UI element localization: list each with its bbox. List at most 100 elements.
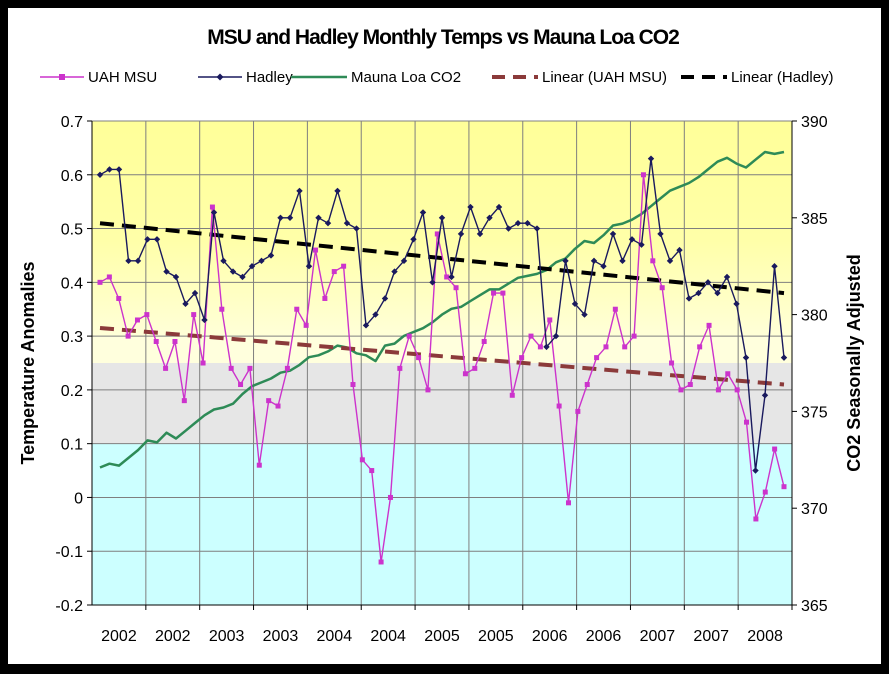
y-tick-label: 0.7 <box>61 114 83 131</box>
data-point <box>556 403 562 409</box>
data-point <box>378 559 384 565</box>
data-point <box>294 306 300 312</box>
y2-tick-label: 385 <box>801 211 828 228</box>
data-point <box>397 365 403 371</box>
data-point <box>697 344 703 350</box>
data-point <box>238 382 244 388</box>
data-point <box>200 360 206 366</box>
y-tick-label: 0.1 <box>61 437 83 454</box>
data-point <box>780 354 788 361</box>
data-point <box>715 387 721 393</box>
data-point <box>733 300 740 308</box>
legend-item: Mauna Loa CO2 <box>291 69 461 86</box>
y-tick-label: 0.3 <box>61 329 83 346</box>
data-point <box>628 236 636 243</box>
data-point <box>277 214 284 221</box>
data-point <box>256 462 262 468</box>
data-point <box>631 333 637 339</box>
data-point <box>239 273 246 281</box>
legend: UAH MSU Hadley Mauna Loa CO2 Linear (UAH MS… <box>40 69 834 86</box>
legend-item: UAH MSU <box>40 69 157 86</box>
data-point <box>676 246 683 254</box>
y-tick-label: 0.4 <box>61 275 83 292</box>
data-point <box>772 446 778 452</box>
data-point <box>547 317 553 323</box>
data-point <box>467 203 474 211</box>
data-point <box>486 214 493 221</box>
data-point <box>303 322 309 328</box>
legend-label: Linear (UAH MSU) <box>542 69 667 86</box>
x-tick-label: 2002 <box>101 628 137 645</box>
data-point <box>220 257 227 265</box>
data-point <box>444 274 450 280</box>
legend-marker <box>216 73 224 81</box>
data-point <box>781 484 787 490</box>
data-point <box>565 500 571 506</box>
series-line <box>99 150 785 469</box>
data-point <box>267 252 275 259</box>
data-point <box>666 257 674 265</box>
data-point <box>476 230 484 238</box>
data-point <box>678 387 684 393</box>
data-point <box>647 155 655 162</box>
data-point <box>416 355 422 361</box>
data-point <box>191 312 197 318</box>
data-point <box>537 344 543 350</box>
data-point <box>429 279 436 286</box>
y2-tick-label: 365 <box>801 598 828 615</box>
legend-item: Linear (Hadley) <box>681 69 834 86</box>
data-point <box>153 236 161 243</box>
data-point <box>406 333 412 339</box>
data-point <box>495 203 503 211</box>
data-point <box>258 257 265 265</box>
data-point <box>552 332 560 340</box>
data-point <box>362 322 370 329</box>
series-line <box>99 326 785 387</box>
data-point <box>685 295 693 302</box>
data-point <box>669 360 675 366</box>
data-point <box>182 300 189 308</box>
data-point <box>562 257 569 265</box>
data-point <box>584 382 590 388</box>
chart-frame: MSU and Hadley Monthly Temps vs Mauna Lo… <box>8 8 881 664</box>
data-point <box>734 387 740 393</box>
y2-tick-label: 390 <box>801 114 828 131</box>
data-point <box>359 457 365 463</box>
series-line <box>99 174 785 563</box>
x-tick-label: 2005 <box>478 628 514 645</box>
data-point <box>106 166 113 173</box>
data-point <box>472 365 478 371</box>
y-tick-label: -0.2 <box>55 598 83 615</box>
background-bands <box>92 121 792 605</box>
data-point <box>381 295 389 302</box>
data-point <box>201 316 208 324</box>
y-tick-label: 0.5 <box>61 222 83 239</box>
chart-svg: MSU and Hadley Monthly Temps vs Mauna Lo… <box>18 26 864 645</box>
data-point <box>163 268 170 275</box>
data-point <box>181 398 187 404</box>
data-point <box>714 289 721 297</box>
y-axis-label: Temperature Anomalies <box>18 261 38 464</box>
data-point <box>248 263 256 270</box>
data-point <box>305 263 313 270</box>
data-point <box>324 219 332 227</box>
data-point <box>191 289 199 297</box>
data-point <box>619 257 626 265</box>
data-point <box>144 312 150 318</box>
data-point <box>524 219 531 227</box>
y-tick-label: 0.6 <box>61 168 83 185</box>
data-point <box>462 371 468 377</box>
data-point <box>334 187 341 195</box>
x-tick-label: 2008 <box>747 628 783 645</box>
data-point <box>744 419 750 425</box>
legend-label: Linear (Hadley) <box>731 69 834 86</box>
data-point <box>706 322 712 328</box>
data-point <box>528 333 534 339</box>
data-point <box>115 166 123 173</box>
data-point <box>723 273 731 281</box>
data-point <box>134 257 142 265</box>
data-point <box>761 392 769 399</box>
data-point <box>622 344 628 350</box>
data-point <box>284 365 290 371</box>
data-point <box>125 257 132 265</box>
